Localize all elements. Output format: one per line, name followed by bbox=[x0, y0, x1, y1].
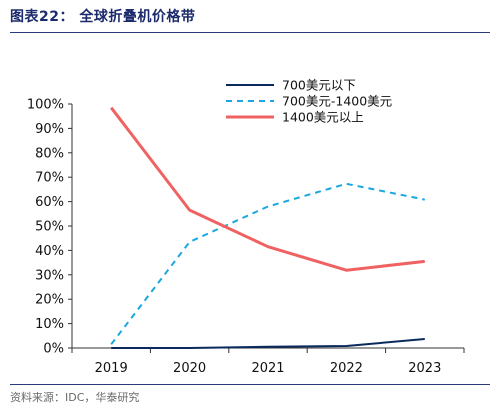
y-tick-label: 20% bbox=[35, 293, 64, 308]
title-divider bbox=[10, 32, 490, 33]
source-note: 资料来源：IDC，华泰研究 bbox=[10, 391, 140, 404]
y-tick-label: 30% bbox=[35, 268, 64, 283]
legend-label-2: 700美元-1400美元 bbox=[282, 94, 392, 109]
series-line-2 bbox=[110, 182, 425, 345]
x-tick-label: 2022 bbox=[330, 361, 363, 376]
y-tick-label: 50% bbox=[35, 220, 64, 235]
y-tick-label: 100% bbox=[27, 98, 64, 113]
series-line-3 bbox=[110, 106, 425, 272]
series-line-1 bbox=[111, 338, 425, 349]
legend-label-3: 1400美元以上 bbox=[282, 110, 364, 125]
legend-label-1: 700美元以下 bbox=[282, 78, 356, 93]
figure-title: 图表22： 全球折叠机价格带 bbox=[10, 9, 196, 25]
x-tick-label: 2023 bbox=[408, 361, 441, 376]
x-tick-label: 2020 bbox=[173, 361, 206, 376]
y-tick-label: 0% bbox=[43, 342, 64, 357]
y-tick-label: 90% bbox=[35, 122, 64, 137]
x-tick-label: 2021 bbox=[251, 361, 284, 376]
y-tick-label: 40% bbox=[35, 244, 64, 259]
y-tick-label: 80% bbox=[35, 146, 64, 161]
x-tick-label: 2019 bbox=[95, 361, 128, 376]
y-tick-label: 70% bbox=[35, 171, 64, 186]
chart-series bbox=[110, 106, 425, 349]
chart-axes: 0% 10% 20% 30% 40% 50% 60% 70% 80% 90% 100% 2019 202… bbox=[27, 98, 465, 376]
y-tick-label: 60% bbox=[35, 195, 64, 210]
source-divider bbox=[10, 384, 490, 385]
y-tick-label: 10% bbox=[35, 317, 64, 332]
